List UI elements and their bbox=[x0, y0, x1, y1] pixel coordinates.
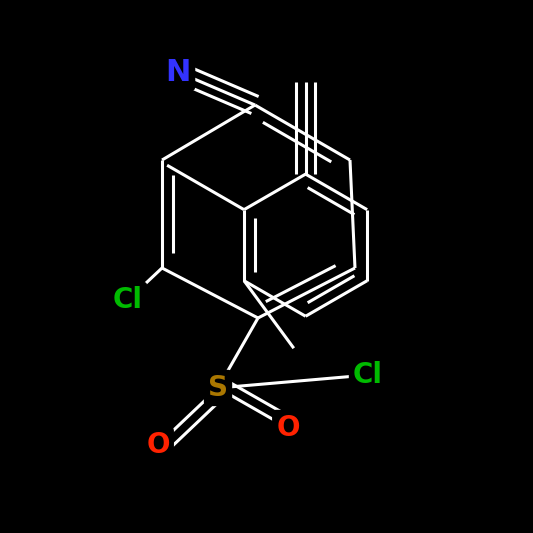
Text: O: O bbox=[146, 431, 170, 459]
Text: S: S bbox=[208, 374, 228, 402]
Text: N: N bbox=[165, 58, 191, 86]
Text: Cl: Cl bbox=[113, 286, 143, 314]
Text: Cl: Cl bbox=[353, 361, 383, 389]
Text: O: O bbox=[276, 414, 300, 442]
